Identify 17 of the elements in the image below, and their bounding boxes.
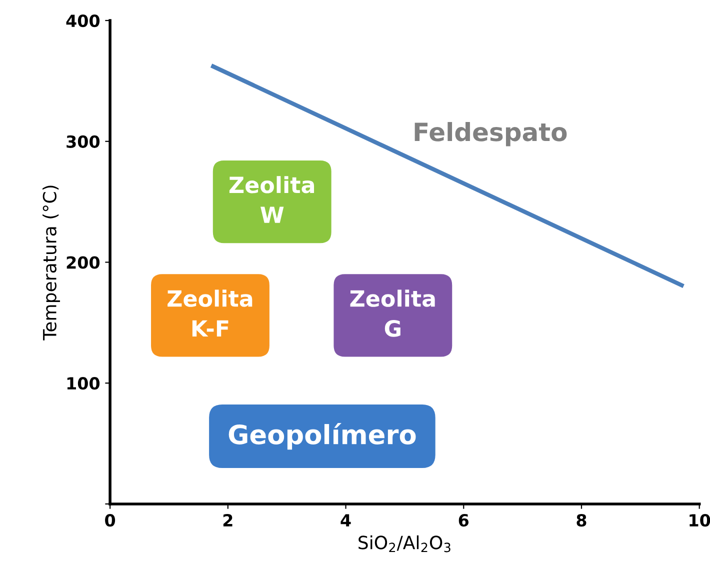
- y-tick-label: 100: [67, 377, 100, 390]
- x-tick-label: 4: [340, 514, 351, 526]
- x-tick-label: 8: [576, 514, 586, 527]
- x-tick-label: 10: [690, 514, 710, 527]
- annotation: Zeolita W: [229, 176, 314, 223]
- x-tick-label: 6: [458, 514, 469, 527]
- x-tick-label: 0: [105, 514, 116, 527]
- annotation: Geopolímero: [228, 422, 416, 450]
- y-tick-label: 400: [66, 14, 100, 28]
- annotation: Zeolita K-F: [168, 290, 252, 337]
- y-axis-title: Temperatura (°C): [42, 186, 60, 340]
- y-tick-label: 300: [66, 135, 100, 148]
- x-axis-title: SiO$_{2}$/Al$_{2}$O$_{3}$: [358, 535, 450, 552]
- annotation: Feldespato: [414, 122, 567, 146]
- annotation: Zeolita G: [350, 290, 435, 337]
- x-tick-label: 2: [223, 514, 232, 526]
- y-tick-label: 200: [66, 256, 100, 269]
